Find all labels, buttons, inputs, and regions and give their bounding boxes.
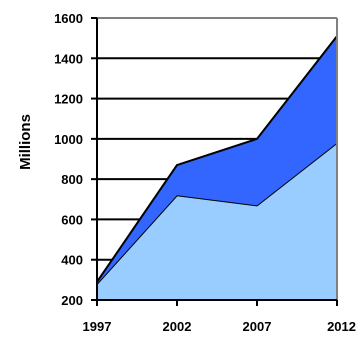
- x-tick-label-2007: 2007: [243, 319, 272, 334]
- x-tick-labels: 1997 2002 2007 2012: [83, 300, 356, 334]
- y-tick-label-1600: 1600: [54, 11, 83, 26]
- area-series-1: [97, 142, 337, 300]
- y-tick-label-600: 600: [61, 212, 83, 227]
- y-tick-label-1400: 1400: [54, 51, 83, 66]
- y-tick-label-200: 200: [61, 293, 83, 308]
- y-tick-labels: 200 400 600 800 1000 1200 1400 1600: [54, 11, 97, 308]
- x-tick-label-2012: 2012: [327, 319, 356, 334]
- y-tick-label-1000: 1000: [54, 132, 83, 147]
- area-series: [96, 35, 338, 300]
- axes: [96, 17, 338, 301]
- area-series-1-line: [96, 142, 338, 285]
- y-tick-label-800: 800: [61, 172, 83, 187]
- y-tick-label-1200: 1200: [54, 92, 83, 107]
- y-tick-label-400: 400: [61, 253, 83, 268]
- x-tick-label-1997: 1997: [83, 319, 112, 334]
- x-tick-label-2002: 2002: [163, 319, 192, 334]
- area-series-2-line: [96, 35, 338, 283]
- y-axis-title: Millions: [17, 114, 34, 170]
- area-series-2: [97, 36, 337, 284]
